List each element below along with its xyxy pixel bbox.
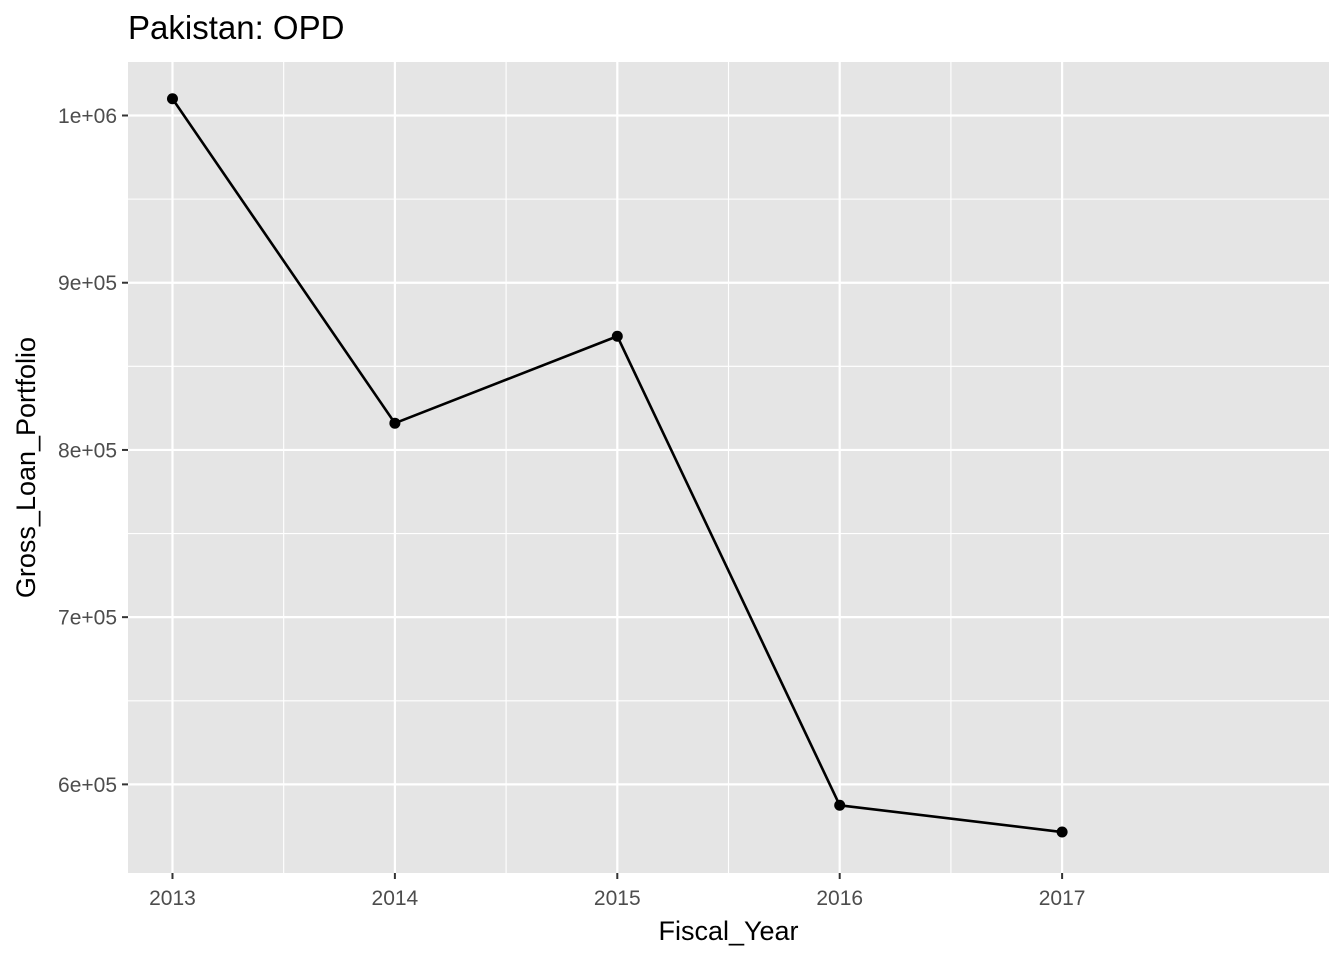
y-tick-label: 1e+06 bbox=[58, 105, 117, 128]
y-tick-label: 9e+05 bbox=[58, 272, 117, 295]
x-tick-label: 2015 bbox=[594, 887, 641, 910]
data-point bbox=[389, 417, 401, 429]
major-gridlines bbox=[128, 62, 1329, 873]
y-tick-label: 6e+05 bbox=[58, 774, 117, 797]
y-tick-label: 8e+05 bbox=[58, 439, 117, 462]
x-tick-label: 2016 bbox=[816, 887, 863, 910]
x-axis-title: Fiscal_Year bbox=[658, 916, 798, 946]
data-point bbox=[611, 330, 623, 342]
y-tick-label: 7e+05 bbox=[58, 607, 117, 630]
data-point bbox=[1056, 826, 1068, 838]
data-point bbox=[166, 93, 178, 105]
y-axis: 6e+05 7e+05 8e+05 9e+05 1e+06 bbox=[58, 105, 128, 797]
x-tick-label: 2013 bbox=[149, 887, 196, 910]
chart-title: Pakistan: OPD bbox=[128, 9, 344, 46]
minor-gridlines bbox=[128, 62, 1329, 873]
x-tick-label: 2017 bbox=[1039, 887, 1086, 910]
series-layer bbox=[166, 93, 1068, 838]
x-tick-label: 2014 bbox=[372, 887, 419, 910]
data-point bbox=[834, 799, 846, 811]
y-axis-title: Gross_Loan_Portfolio bbox=[11, 337, 41, 598]
x-axis: 2013 2014 2015 2016 2017 bbox=[149, 873, 1085, 910]
